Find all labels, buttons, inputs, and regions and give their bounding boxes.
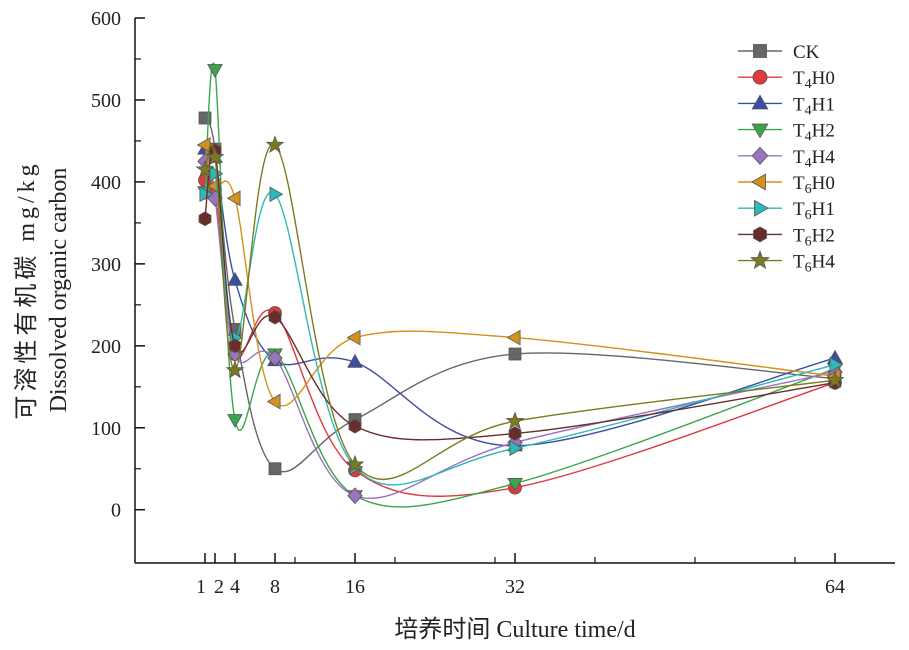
data-point-T6H1: [829, 356, 844, 373]
legend-item-T4H4: T4H4: [738, 146, 835, 171]
data-point-T4H1: [227, 271, 243, 286]
data-point-T6H4: [825, 370, 845, 389]
data-point-T6H1: [509, 440, 524, 457]
data-point-CK: [508, 347, 522, 361]
x-tick-label: 8: [270, 576, 280, 598]
legend-marker: [749, 250, 771, 270]
legend-marker: [751, 123, 769, 139]
data-point-T6H2: [508, 426, 522, 441]
axes-layer: 0 100 200 300 400 500 600 1 2 4 8 16 32 64: [91, 8, 895, 598]
y-tick-label: 400: [91, 172, 121, 194]
legend-label: CK: [793, 42, 820, 63]
x-axis-title: 培养时间 Culture time/d: [394, 616, 635, 643]
series-T6H2: [198, 143, 842, 441]
series-T4H1: [197, 140, 843, 452]
y-tick-label: 200: [91, 336, 121, 358]
data-point-T6H4: [195, 159, 215, 178]
data-point-CK: [268, 462, 282, 476]
data-point-T6H1: [269, 186, 284, 203]
data-point-T4H2: [227, 414, 243, 428]
legend-label: T4H1: [793, 94, 835, 118]
data-point-T6H4: [505, 411, 525, 430]
data-point-T6H0: [226, 190, 241, 207]
legend-label: T4H4: [793, 147, 835, 171]
legend-item-T6H0: T6H0: [738, 173, 835, 197]
x-tick-label: 4: [230, 576, 240, 598]
legend-marker: [753, 44, 767, 58]
series-line-T6H4: [204, 144, 836, 480]
legend-item-T6H2: T6H2: [738, 225, 835, 249]
legend-marker: [752, 69, 768, 85]
data-point-T6H2: [228, 338, 242, 354]
series-layer: [195, 62, 845, 508]
x-tick-label: 64: [825, 576, 845, 598]
x-tick-label: 32: [505, 576, 525, 598]
data-point-T4H4: [267, 349, 283, 367]
legend-item-T6H4: T6H4: [738, 250, 835, 276]
x-tick-label: 16: [345, 576, 365, 598]
legend-label: T6H4: [793, 252, 835, 276]
series-line-T6H0: [204, 144, 836, 407]
data-point-T4H2: [207, 64, 223, 78]
legend-item-T4H2: T4H2: [738, 121, 835, 145]
x-tick-label: 1: [196, 576, 206, 598]
data-point-T6H4: [345, 454, 365, 473]
legend-item-T6H1: T6H1: [738, 199, 835, 223]
legend-item-T4H0: T4H0: [738, 68, 835, 92]
data-point-T4H1: [347, 353, 363, 368]
data-point-T6H4: [225, 360, 245, 379]
legend-label: T6H1: [793, 199, 835, 223]
y-tick-label: 0: [111, 500, 121, 522]
data-point-T6H2: [268, 309, 282, 325]
legend-label: T6H2: [793, 225, 835, 249]
legend-marker: [753, 226, 767, 243]
data-point-T6H0: [266, 393, 281, 410]
series-line-T6H2: [204, 146, 836, 441]
data-point-T6H0: [506, 329, 521, 346]
series-T6H4: [195, 135, 845, 480]
legend-label: T4H0: [793, 68, 835, 92]
legend-marker: [751, 94, 769, 110]
data-point-T6H0: [346, 329, 361, 346]
y-axis-title-cn: 可溶性有机碳 mg/kg: [13, 160, 40, 419]
data-point-T4H2: [507, 478, 523, 492]
series-line-T4H4: [204, 161, 836, 500]
data-point-T6H4: [265, 135, 285, 154]
data-point-T6H4: [205, 147, 225, 166]
data-point-T6H2: [198, 211, 212, 227]
y-tick-label: 100: [91, 418, 121, 440]
x-tick-label: 2: [214, 576, 224, 598]
legend-marker: [751, 173, 766, 191]
y-tick-label: 600: [91, 8, 121, 30]
y-tick-label: 300: [91, 254, 121, 276]
y-tick-label: 500: [91, 90, 121, 112]
legend-label: T4H2: [793, 121, 835, 145]
legend-item-CK: CK: [738, 42, 820, 63]
data-point-T6H2: [348, 418, 362, 434]
legend-marker: [751, 146, 769, 165]
legend-label: T6H0: [793, 173, 835, 197]
y-axis-title-en: Dissolved organic carbon: [46, 168, 72, 413]
legend-marker: [754, 199, 769, 217]
legend-item-T4H1: T4H1: [738, 94, 835, 118]
data-point-T4H4: [347, 487, 363, 505]
